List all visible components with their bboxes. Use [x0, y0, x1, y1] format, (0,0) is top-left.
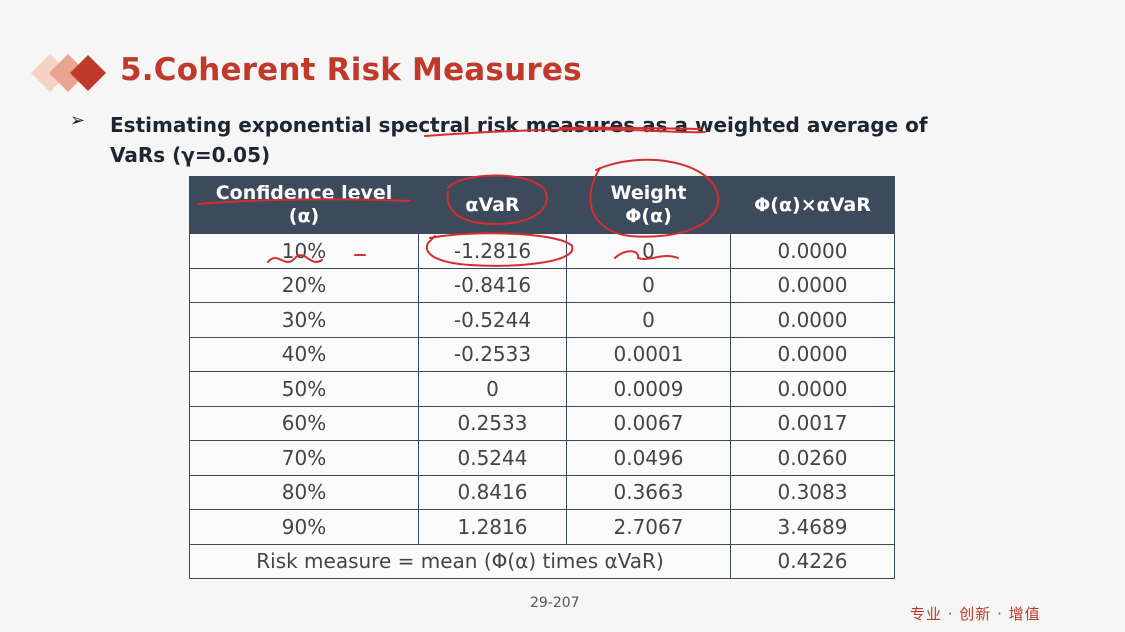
summary-value: 0.4226 [730, 543, 895, 579]
header-avar: αVaR [418, 176, 567, 234]
cell-avar: -0.2533 [418, 336, 567, 372]
cell-confidence: 20% [189, 267, 419, 303]
cell-avar: 0 [418, 371, 567, 407]
cell-weight: 0 [566, 302, 731, 338]
bullet-line-1: Estimating exponential spectral risk mea… [110, 113, 928, 137]
table-row: 20% -0.8416 0 0.0000 [189, 267, 895, 303]
cell-weight: 2.7067 [566, 509, 731, 545]
cell-weight: 0 [566, 233, 731, 269]
slide-title: 5.Coherent Risk Measures [120, 52, 582, 88]
cell-confidence: 30% [189, 302, 419, 338]
cell-avar: -1.2816 [418, 233, 567, 269]
cell-product: 3.4689 [730, 509, 895, 545]
cell-confidence: 80% [189, 474, 419, 510]
table-row: 80% 0.8416 0.3663 0.3083 [189, 474, 895, 510]
table-row: 60% 0.2533 0.0067 0.0017 [189, 405, 895, 441]
table-row: 40% -0.2533 0.0001 0.0000 [189, 336, 895, 372]
header-weight-symbol: Φ(α) [625, 205, 672, 227]
footer-brand: 专业 · 创新 · 增值 [910, 605, 1041, 623]
cell-product: 0.0000 [730, 302, 895, 338]
title-diamonds-icon [31, 54, 106, 92]
cell-product: 0.0000 [730, 267, 895, 303]
cell-avar: 0.5244 [418, 440, 567, 476]
cell-product: 0.0000 [730, 371, 895, 407]
cell-confidence: 10% [189, 233, 419, 269]
summary-row: Risk measure = mean (Φ(α) times αVaR) 0.… [189, 543, 895, 579]
page-number: 29-207 [530, 595, 580, 611]
header-confidence-level: Confidence level (α) [189, 176, 419, 234]
header-product: Φ(α)×αVaR [730, 176, 895, 234]
summary-label: Risk measure = mean (Φ(α) times αVaR) [189, 543, 731, 579]
header-weight: Weight Φ(α) [566, 176, 731, 234]
cell-product: 0.0000 [730, 336, 895, 372]
bullet-line-2: VaRs (γ=0.05) [110, 143, 271, 167]
bullet-text: Estimating exponential spectral risk mea… [110, 110, 1070, 170]
cell-product: 0.3083 [730, 474, 895, 510]
cell-avar: -0.5244 [418, 302, 567, 338]
cell-product: 0.0000 [730, 233, 895, 269]
cell-confidence: 50% [189, 371, 419, 407]
table-row: 30% -0.5244 0 0.0000 [189, 302, 895, 338]
header-confidence-symbol: (α) [288, 205, 320, 227]
header-weight-label: Weight [610, 182, 687, 204]
table-row: 50% 0 0.0009 0.0000 [189, 371, 895, 407]
cell-avar: 0.2533 [418, 405, 567, 441]
cell-confidence: 70% [189, 440, 419, 476]
table-row: 10% -1.2816 0 0.0000 [189, 233, 895, 269]
spectral-risk-table: Confidence level (α) αVaR Weight Φ(α) Φ(… [189, 176, 895, 579]
table-header-row: Confidence level (α) αVaR Weight Φ(α) Φ(… [189, 176, 895, 234]
bullet-arrow-icon: ➢ [70, 110, 86, 131]
cell-product: 0.0260 [730, 440, 895, 476]
cell-weight: 0 [566, 267, 731, 303]
cell-confidence: 40% [189, 336, 419, 372]
cell-product: 0.0017 [730, 405, 895, 441]
cell-avar: 0.8416 [418, 474, 567, 510]
cell-weight: 0.3663 [566, 474, 731, 510]
cell-weight: 0.0009 [566, 371, 731, 407]
table-row: 90% 1.2816 2.7067 3.4689 [189, 509, 895, 545]
cell-weight: 0.0496 [566, 440, 731, 476]
cell-confidence: 90% [189, 509, 419, 545]
cell-confidence: 60% [189, 405, 419, 441]
cell-avar: 1.2816 [418, 509, 567, 545]
cell-weight: 0.0001 [566, 336, 731, 372]
cell-weight: 0.0067 [566, 405, 731, 441]
header-confidence-label: Confidence level [215, 182, 393, 204]
table-row: 70% 0.5244 0.0496 0.0260 [189, 440, 895, 476]
cell-avar: -0.8416 [418, 267, 567, 303]
